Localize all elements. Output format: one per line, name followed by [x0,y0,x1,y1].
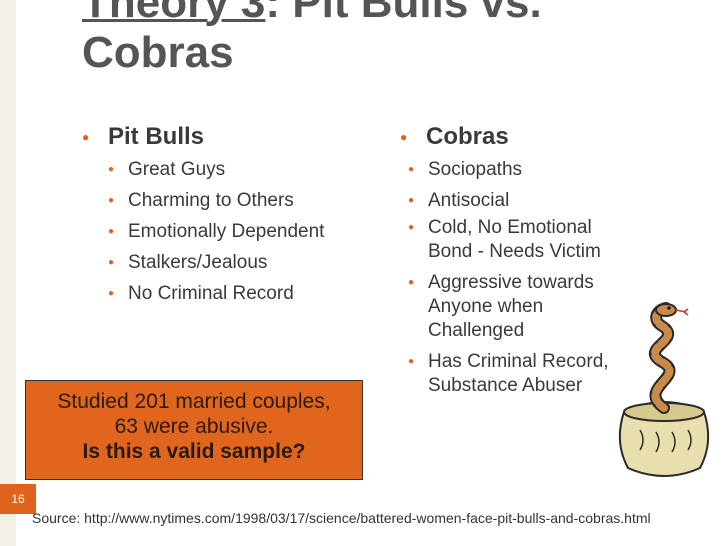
list-item: Aggressive towards Anyone when Challenge… [408,271,628,343]
callout-line-2: 63 were abusive. [114,415,274,438]
cobras-column: Cobras Sociopaths Antisocial Cold, No Em… [400,120,670,405]
snake-in-basket-icon [618,302,710,477]
cobras-heading: Cobras [400,120,670,154]
list-item: Cold, No Emotional Bond - Needs Victim [408,216,628,264]
list-item: Emotionally Dependent [108,216,402,247]
list-item: No Criminal Record [108,278,402,309]
slide-number: 16 [0,484,36,514]
pit-bulls-heading: Pit Bulls [82,120,402,154]
list-item: Stalkers/Jealous [108,247,402,278]
cobras-list: Sociopaths Antisocial Cold, No Emotional… [408,154,628,398]
list-item: Sociopaths [408,154,628,185]
callout-question: Is this a valid sample? [82,440,306,463]
title-line2: Cobras [82,28,234,77]
pit-bulls-list: Great Guys Charming to Others Emotionall… [108,154,402,309]
title-prefix: Theory 3 [82,0,266,27]
list-item: Has Criminal Record, Substance Abuser [408,350,628,398]
list-item: Charming to Others [108,185,402,216]
list-item: Great Guys [108,154,402,185]
pit-bulls-column: Pit Bulls Great Guys Charming to Others … [82,120,402,309]
callout-line-1: Studied 201 married couples, [57,390,331,413]
left-accent-bar [0,0,16,546]
source-citation: Source: http://www.nytimes.com/1998/03/1… [32,510,651,526]
list-item: Antisocial [408,185,628,216]
sample-callout-box: Studied 201 married couples, 63 were abu… [25,380,363,480]
title-rest: : Pit Bulls vs. [265,0,542,27]
slide-title: Theory 3: Pit Bulls vs. Cobras [82,0,702,78]
